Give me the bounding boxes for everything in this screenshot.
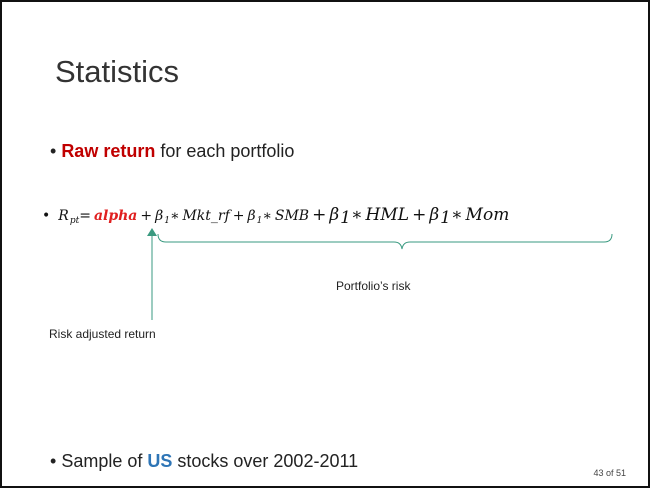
equation-term: R	[58, 208, 69, 224]
equation-term: alpha	[93, 208, 138, 224]
bullet: • Sample of US stocks over 2002-2011	[50, 451, 359, 471]
page-number: 43 of 51	[593, 468, 626, 478]
equation-term: β	[247, 208, 256, 224]
equation: • Rpt= alpha + β1∗ Mkt_rf + β1∗ SMB + β1∗ HML + β1∗ Mo…	[42, 205, 510, 228]
subscript: 1	[340, 208, 351, 228]
subscript: 1	[164, 216, 170, 226]
equation-term: β	[155, 208, 164, 224]
brace	[157, 233, 613, 250]
subscript: 1	[440, 208, 451, 228]
equation-term: ∗	[450, 205, 463, 225]
equation-term: Mkt_rf	[182, 208, 230, 224]
arrow-head	[147, 228, 157, 236]
subscript: pt	[69, 216, 80, 226]
equation-term: =	[79, 208, 91, 224]
bullet: • Raw return for each portfolio	[50, 141, 295, 161]
bullet-text: for each portfolio	[155, 141, 295, 161]
arrow-label: Risk adjusted return	[49, 327, 156, 341]
equation-term: +	[232, 208, 245, 224]
equation-term: +	[412, 205, 427, 225]
slide-title: Statistics	[55, 54, 180, 89]
equation-term: ∗	[169, 208, 180, 224]
equation-term: ∗	[262, 208, 272, 224]
equation-term: +	[140, 208, 153, 224]
equation-term: SMB	[274, 208, 310, 224]
equation-term: ∗	[350, 205, 363, 225]
highlight: Raw return	[61, 141, 156, 161]
bullet-text: Sample of	[61, 451, 148, 471]
equation-term: +	[312, 205, 327, 225]
equation-term: Mom	[465, 205, 510, 225]
highlight: US	[147, 451, 173, 471]
equation-term: β	[429, 205, 440, 225]
brace-label: Portfolio’s risk	[336, 279, 411, 293]
equation-term: HML	[365, 205, 410, 225]
equation-term: β	[329, 205, 340, 225]
bullet-text: stocks over 2002-2011	[172, 451, 359, 471]
subscript: 1	[256, 216, 263, 226]
